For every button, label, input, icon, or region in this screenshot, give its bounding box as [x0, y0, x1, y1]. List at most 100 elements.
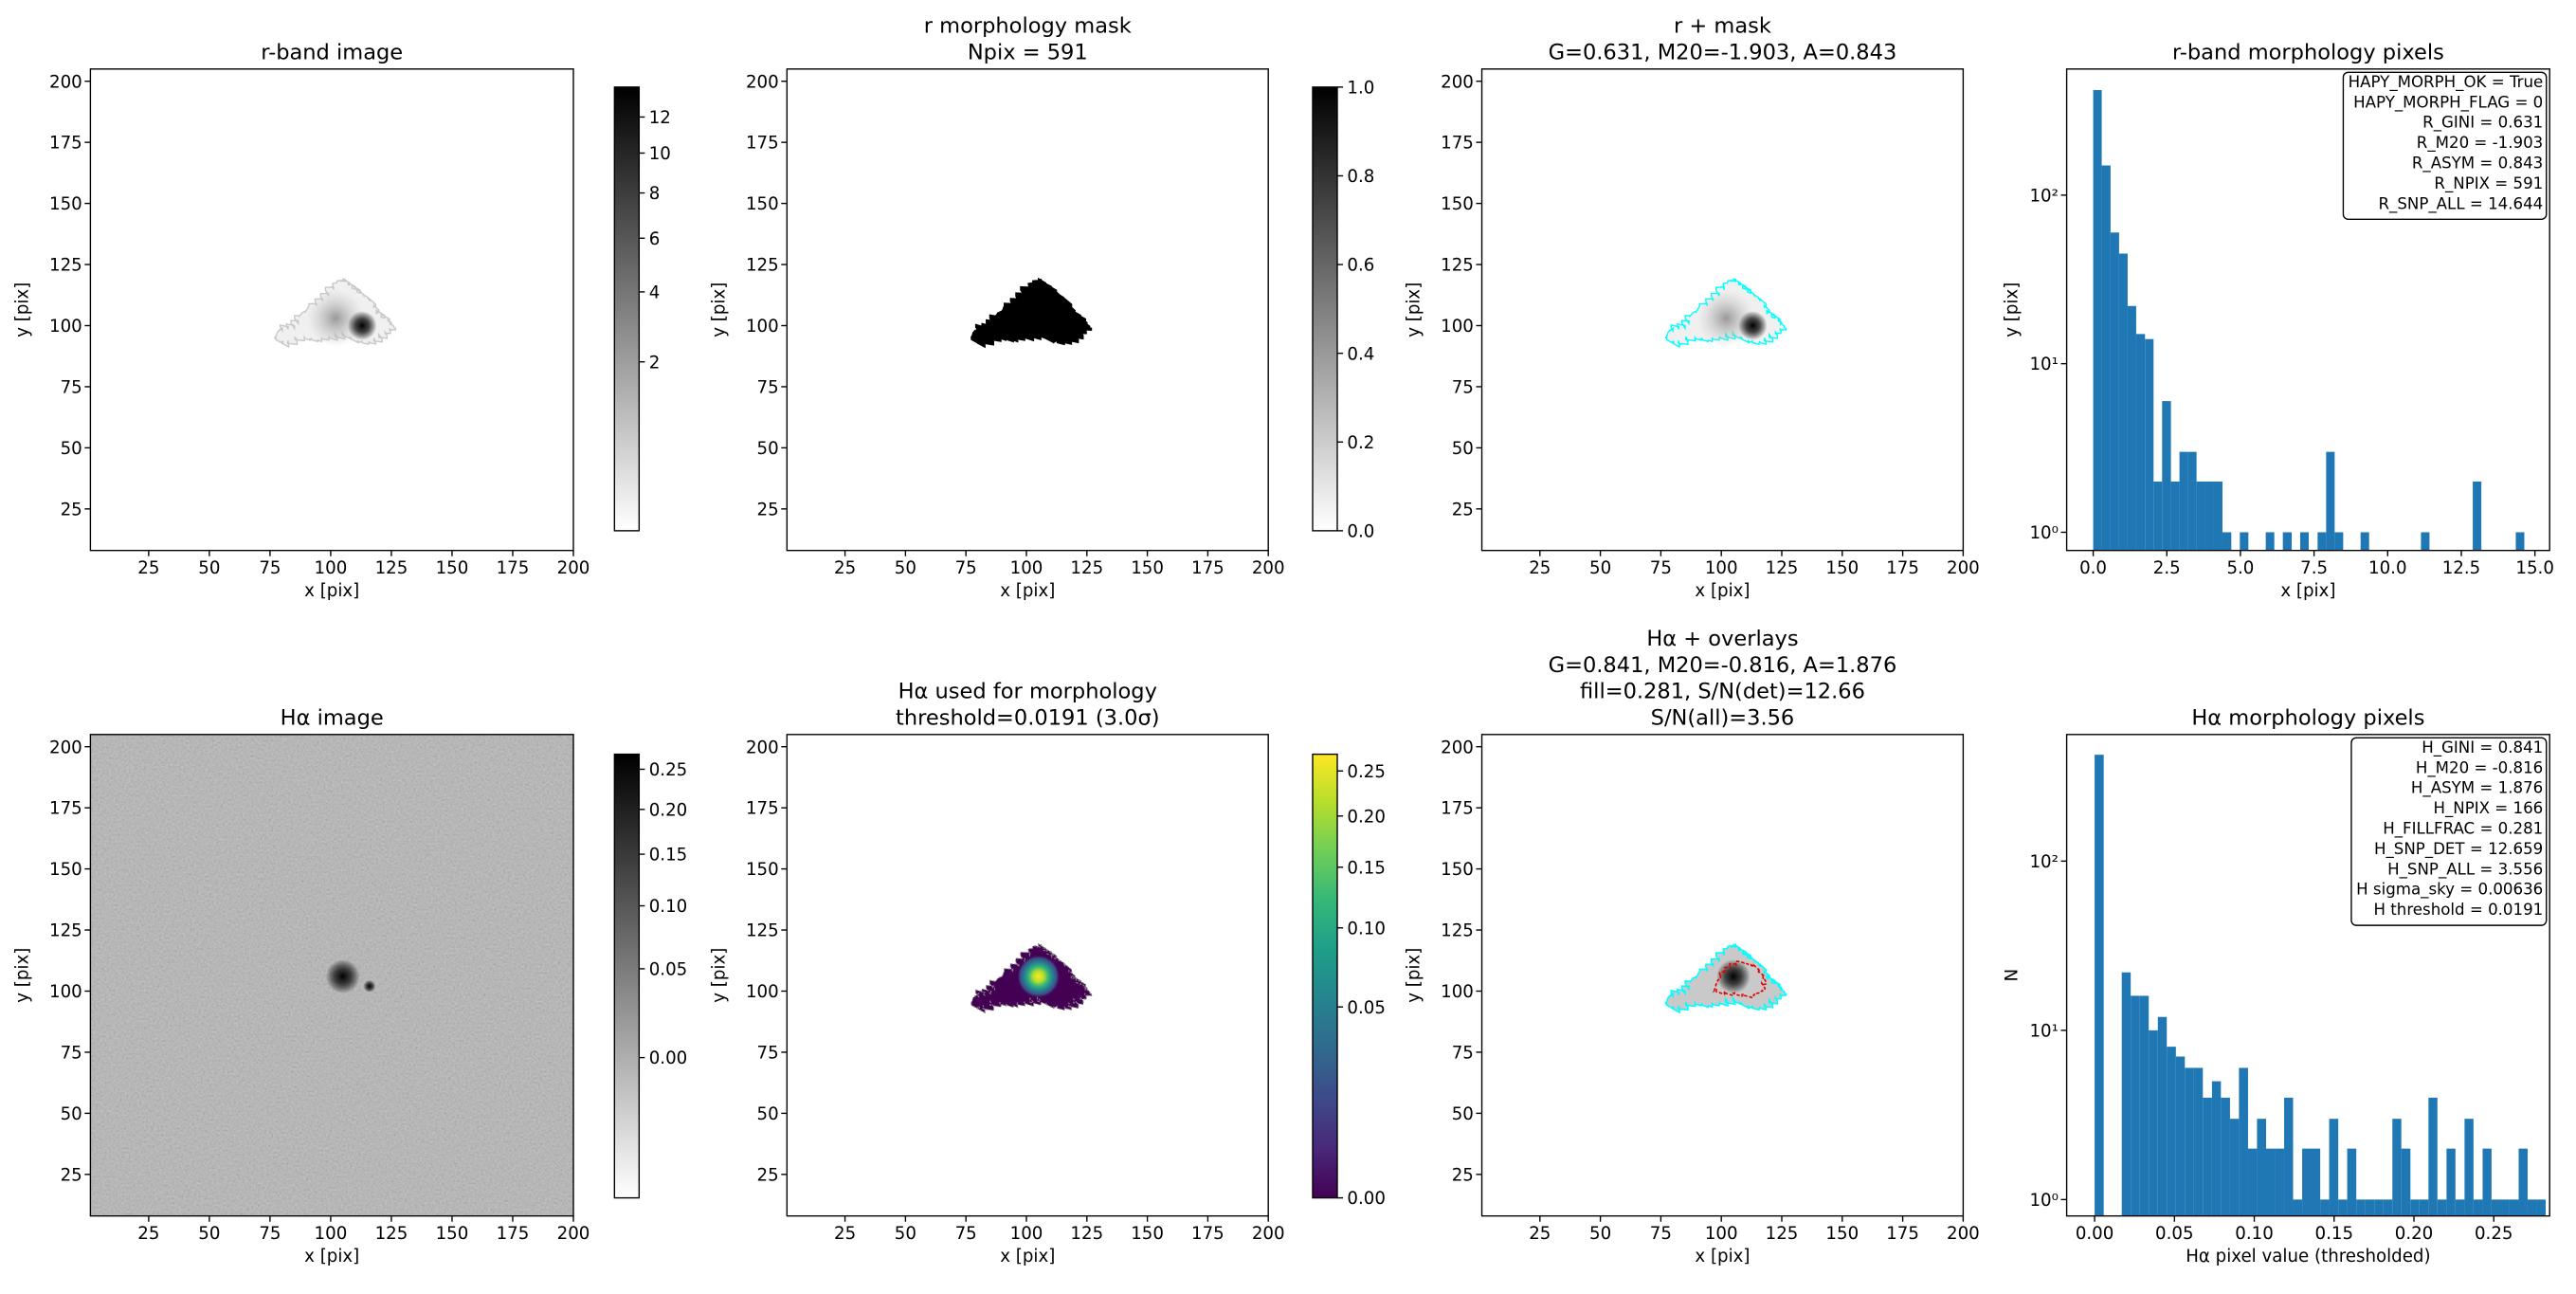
x-axis-label: x [pix] [2280, 581, 2335, 601]
y-tick-label: 150 [746, 860, 779, 880]
y-tick-label: 10¹ [2029, 355, 2058, 374]
annotation-line: H_M20 = -0.816 [2416, 758, 2543, 777]
colorbar-tick-label: 0.05 [1347, 998, 1385, 1018]
bar [2500, 1199, 2510, 1216]
bar [2300, 532, 2310, 551]
bar [2185, 1067, 2194, 1216]
y-axis-label: y [pix] [13, 948, 33, 1003]
colorbar-tick-label: 0.15 [649, 846, 688, 866]
x-tick-label: 0.00 [2076, 1224, 2113, 1244]
colorbar-tick-label: 12 [649, 108, 671, 128]
bar [2149, 1030, 2158, 1216]
x-tick-label: 0.0 [2079, 558, 2107, 578]
bar [2329, 1119, 2339, 1216]
x-tick-label: 50 [895, 558, 916, 578]
axes-frame [89, 734, 574, 1217]
annotation-line: H threshold = 0.0191 [2374, 901, 2544, 919]
y-tick-label: 175 [1441, 134, 1474, 154]
annotation-line: HAPY_MORPH_OK = True [2349, 73, 2544, 92]
bar [2167, 1047, 2176, 1216]
panel-title: G=0.841, M20=-0.816, A=1.876 [1549, 653, 1897, 678]
y-axis-label: y [pix] [2003, 282, 2023, 337]
y-tick-label: 100 [1441, 982, 1474, 1002]
source-glow [1016, 955, 1061, 998]
x-tick-label: 7.5 [2300, 558, 2328, 578]
panel-title: r morphology mask [924, 14, 1132, 39]
y-tick-label: 50 [61, 439, 82, 459]
x-tick-label: 125 [1766, 1224, 1799, 1244]
x-tick-label: 125 [375, 1224, 408, 1244]
colorbar [1312, 86, 1338, 532]
x-tick-label: 50 [895, 1224, 916, 1244]
mask-region [970, 277, 1093, 349]
bar [2265, 532, 2275, 551]
bar [2131, 995, 2140, 1216]
annotation-line: H_GINI = 0.841 [2422, 738, 2543, 757]
axes-frame [786, 734, 1269, 1217]
bar [2229, 1119, 2240, 1216]
x-tick-label: 75 [955, 558, 977, 578]
x-tick-label: 75 [955, 1224, 977, 1244]
colorbar-tick-label: 0.05 [649, 960, 688, 980]
bar [2093, 90, 2102, 551]
panel-title: G=0.631, M20=-1.903, A=0.843 [1549, 40, 1897, 64]
y-axis-label: y [pix] [1405, 948, 1424, 1003]
bar [2320, 1199, 2330, 1216]
y-tick-label: 175 [1441, 799, 1474, 819]
bar [2257, 1119, 2267, 1216]
bar [2101, 165, 2111, 551]
plot-area [970, 942, 1093, 1014]
bar [2421, 532, 2430, 551]
y-axis-label: y [pix] [1405, 282, 1424, 337]
bar [2509, 1199, 2519, 1216]
y-tick-label: 200 [1441, 72, 1474, 92]
panel-title: r + mask [1674, 14, 1771, 39]
y-tick-label: 125 [49, 256, 82, 276]
x-tick-label: 150 [1825, 1224, 1859, 1244]
x-tick-label: 12.5 [2442, 558, 2481, 578]
x-tick-label: 175 [497, 1224, 530, 1244]
x-tick-label: 175 [1191, 558, 1225, 578]
annotation-line: H_NPIX = 166 [2433, 799, 2543, 818]
bar [2360, 532, 2369, 551]
x-axis-label: x [pix] [304, 581, 359, 601]
x-tick-label: 15.0 [2515, 558, 2554, 578]
bar [2365, 1199, 2375, 1216]
x-tick-label: 25 [1529, 1224, 1551, 1244]
x-tick-label: 200 [1252, 1224, 1285, 1244]
colorbar-tick-label: 6 [649, 229, 661, 249]
bar [2302, 1148, 2312, 1216]
panel-title: Npix = 591 [968, 40, 1088, 64]
bar [2221, 1097, 2230, 1216]
x-tick-label: 75 [1650, 558, 1672, 578]
x-tick-label: 150 [436, 558, 469, 578]
bar [2121, 972, 2132, 1216]
colorbar-tick-label: 1.0 [1347, 78, 1374, 98]
bar [2515, 532, 2525, 551]
panel-title: S/N(all)=3.56 [1651, 705, 1795, 730]
bar [2473, 1199, 2483, 1216]
x-tick-label: 100 [1705, 558, 1738, 578]
y-tick-label: 25 [1452, 500, 1474, 519]
x-tick-label: 100 [1010, 558, 1043, 578]
x-tick-label: 150 [1131, 1224, 1164, 1244]
annotation-line: R_M20 = -1.903 [2417, 134, 2543, 153]
x-tick-label: 200 [557, 1224, 590, 1244]
x-tick-label: 150 [436, 1224, 469, 1244]
bar [2153, 481, 2163, 551]
annotation-line: R_SNP_ALL = 14.644 [2379, 194, 2544, 213]
y-tick-label: 125 [1441, 921, 1474, 941]
y-axis-label: y [pix] [709, 948, 729, 1003]
y-tick-label: 150 [49, 860, 82, 880]
x-tick-label: 50 [198, 558, 220, 578]
colorbar-tick-label: 0.4 [1347, 344, 1374, 364]
y-tick-label: 200 [49, 738, 82, 757]
x-tick-label: 25 [137, 558, 159, 578]
x-tick-label: 100 [1010, 1224, 1043, 1244]
bar [2139, 995, 2150, 1216]
y-tick-label: 10¹ [2029, 1021, 2058, 1041]
annotation-line: R_NPIX = 591 [2434, 174, 2543, 193]
y-tick-label: 10⁰ [2029, 523, 2058, 543]
bar [2222, 532, 2232, 551]
